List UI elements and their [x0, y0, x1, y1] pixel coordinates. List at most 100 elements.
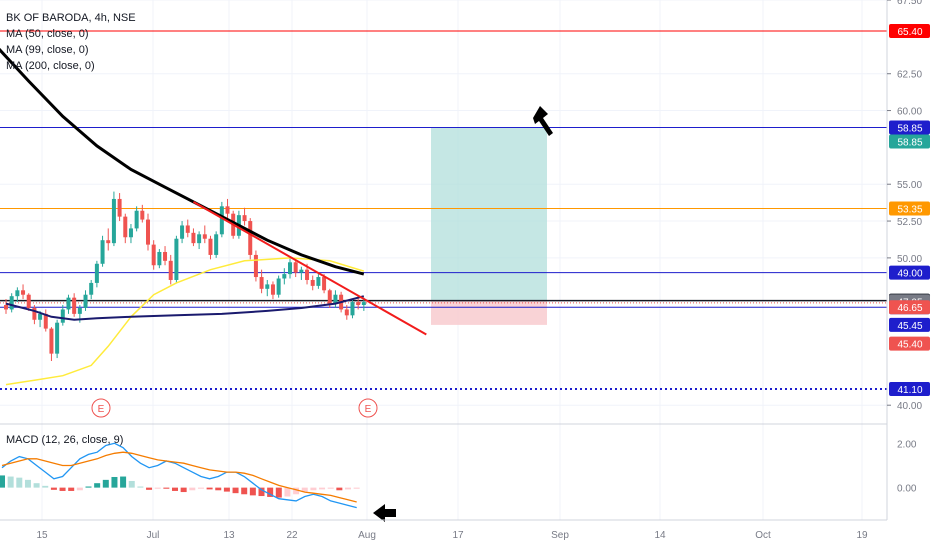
macd-histogram-bar [189, 487, 196, 491]
time-tick-label: 22 [286, 530, 298, 541]
price-axis[interactable]: 67.50 62.50 60.00 55.00 52.50 50.00 40.00 2.00 0… [886, 0, 922, 520]
candle-body [106, 240, 111, 244]
earnings-marker[interactable] [358, 398, 378, 418]
macd-legend: MACD (12, 26, close, 9) [6, 434, 124, 446]
macd-histogram-bar [319, 487, 326, 490]
time-axis[interactable]: 15 Jul 13 22 Aug 17 Sep 14 Oct 19 [36, 530, 868, 541]
candle-body [94, 263, 99, 283]
candle-body [134, 210, 139, 229]
macd-histogram-bar [249, 487, 256, 496]
candle-body [350, 302, 355, 316]
level-badge-65-40 [889, 24, 930, 38]
time-tick-label: 15 [36, 530, 48, 541]
level-badge-53-35-label: 53.35 [897, 205, 922, 216]
trendline-line[interactable] [192, 201, 427, 336]
macd-histogram-bar [197, 487, 204, 489]
candle-body [146, 219, 150, 245]
level-badge-58-85-label: 58.85 [897, 123, 922, 134]
macd-histogram-bar [241, 487, 248, 495]
ma-200-label: MA (200, close, 0) [6, 60, 95, 72]
price-tick-label: 50.00 [897, 254, 922, 265]
trendline[interactable] [192, 201, 427, 336]
macd-histogram-bar [163, 487, 170, 489]
candle-body [49, 328, 54, 354]
candle-body [208, 238, 213, 255]
arrow-left-icon [373, 504, 396, 522]
candle-body [214, 234, 219, 255]
macd-histogram-bar [293, 487, 300, 495]
candle-body [117, 198, 122, 217]
candle-body [305, 269, 310, 280]
profit-zone[interactable] [431, 127, 547, 301]
candle-body [4, 305, 8, 310]
earnings-marker[interactable] [91, 398, 111, 418]
candle-body [140, 210, 145, 220]
candle-body [276, 278, 281, 295]
loss-zone[interactable] [431, 300, 547, 325]
macd-histogram-bar [128, 480, 135, 488]
price-tick-label: 67.50 [897, 0, 922, 7]
macd-histogram-bar [180, 487, 187, 493]
candle-body [66, 297, 71, 310]
time-tick-label: Sep [551, 530, 569, 541]
candle-body [9, 296, 14, 310]
candle-body [60, 309, 65, 323]
candle-body [361, 302, 366, 306]
macd-histogram-bar [111, 476, 118, 488]
price-badge-label: 45.45 [897, 321, 922, 332]
macd-pane [0, 442, 887, 521]
candle-body [128, 228, 133, 238]
price-badge-label: 58.85 [897, 137, 922, 148]
candle-body [191, 232, 196, 244]
macd-histogram-bar [50, 487, 57, 490]
macd-histogram-bar [33, 483, 40, 488]
candle-body [89, 282, 94, 295]
candle-body [55, 322, 60, 354]
candle-body [299, 269, 304, 273]
macd-histogram-bar [146, 487, 153, 490]
macd-histogram-bar [68, 487, 75, 491]
candle-body [72, 297, 77, 314]
candle-body [248, 221, 253, 255]
macd-histogram-bar [258, 487, 265, 497]
candle-body [180, 225, 185, 239]
price-tick-label: 40.00 [897, 401, 922, 412]
earnings-marker-label: E [365, 404, 372, 415]
time-tick-label: Aug [358, 530, 376, 541]
candle-body [282, 274, 287, 279]
ma-99-line [5, 295, 365, 321]
signal-line [1, 451, 357, 503]
candle-body [38, 313, 43, 320]
candle-body [219, 206, 224, 235]
candle-body [293, 262, 298, 273]
level-badge-65-40-label: 65.40 [897, 27, 922, 38]
macd-histogram-bar [336, 487, 343, 491]
candle-body [288, 262, 292, 275]
candle-body [259, 277, 264, 289]
long-position-tool[interactable] [431, 127, 547, 325]
symbol-title: BK OF BARODA, 4h, NSE [6, 12, 136, 24]
macd-histogram-bar [42, 485, 49, 488]
candle-body [168, 260, 173, 280]
candle-body [100, 240, 105, 264]
macd-histogram-bar [59, 487, 66, 491]
candle-body [265, 284, 270, 289]
macd-tick-label: 2.00 [897, 439, 917, 450]
time-tick-label: 19 [856, 530, 868, 541]
candle-body [151, 244, 156, 266]
macd-histogram-bar [284, 487, 291, 497]
candle-body [242, 215, 247, 222]
ma-50-label: MA (50, close, 0) [6, 28, 89, 40]
macd-line [1, 442, 357, 509]
candle-body [157, 251, 162, 266]
price-tick-label: 52.50 [897, 217, 922, 228]
macd-histogram-bar [206, 487, 213, 490]
time-tick-label: Jul [147, 530, 160, 541]
macd-histogram-bar [267, 487, 274, 497]
candle-body [185, 225, 190, 233]
macd-histogram-bar [85, 486, 92, 488]
price-badge [889, 300, 930, 315]
chart-legend: BK OF BARODA, 4h, NSE MA (50, close, 0) … [6, 10, 136, 74]
candle-body [316, 277, 321, 286]
